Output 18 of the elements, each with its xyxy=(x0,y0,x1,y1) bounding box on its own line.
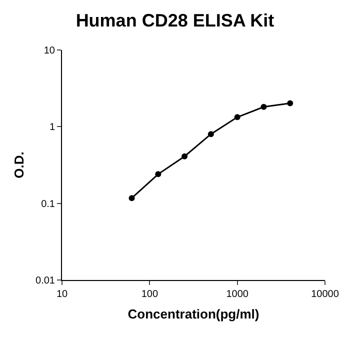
x-tick-label: 1000 xyxy=(226,289,249,300)
y-tick-label: 10 xyxy=(44,46,56,56)
point xyxy=(182,153,188,160)
point xyxy=(260,104,267,110)
x-tick-label: 10000 xyxy=(311,289,340,300)
x-axis-title: Concentration(pg/ml) xyxy=(128,306,260,322)
point xyxy=(128,195,135,202)
point xyxy=(287,100,294,106)
y-tick-label: 0.1 xyxy=(41,198,56,210)
y-tick-label: 0.01 xyxy=(36,276,56,286)
point xyxy=(208,131,214,138)
x-tick-label: 100 xyxy=(141,289,158,300)
y-tick-label: 1 xyxy=(49,122,56,134)
point xyxy=(234,114,240,120)
x-tick-label: 10 xyxy=(56,289,68,300)
point xyxy=(155,171,162,178)
chart-title: Human CD28 ELISA Kit xyxy=(76,10,274,31)
y-axis-title: O.D. xyxy=(11,152,26,178)
